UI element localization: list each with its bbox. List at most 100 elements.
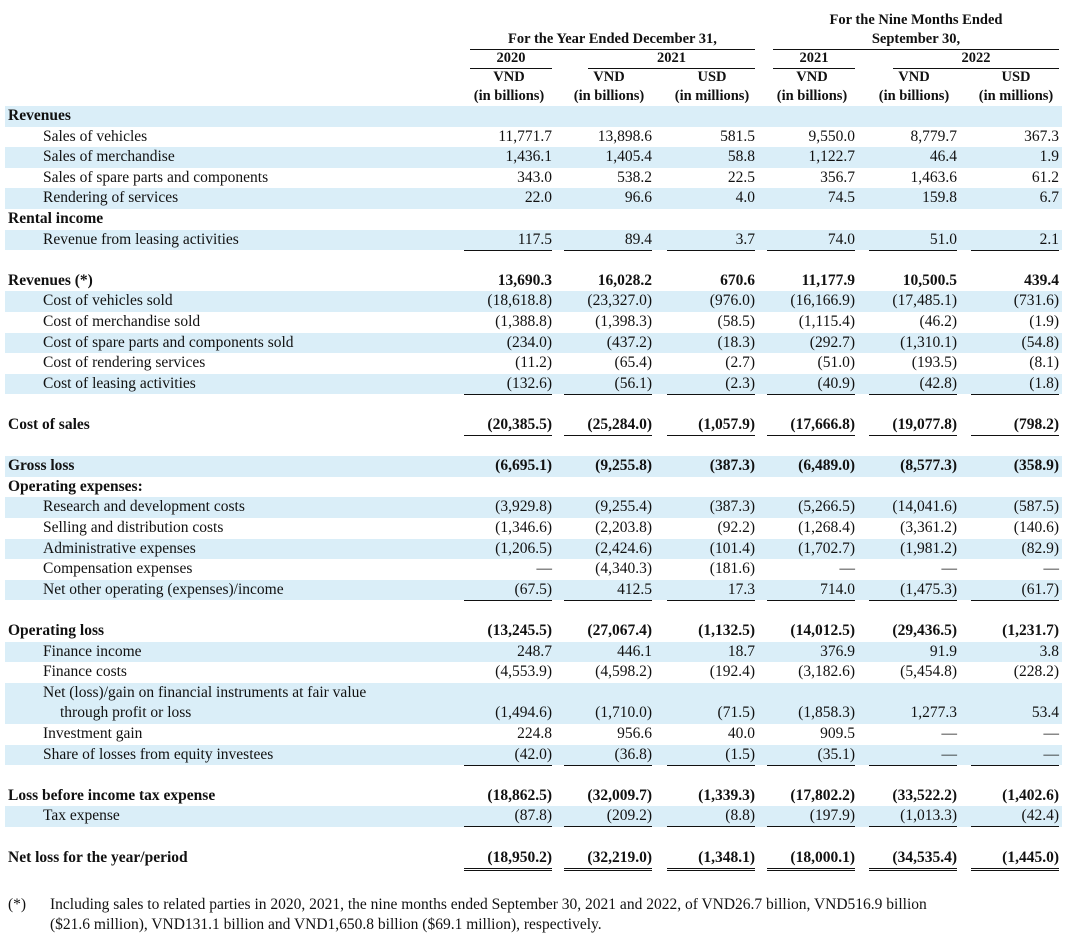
row-value: (17,485.1)	[892, 292, 957, 310]
row-value: (292.7)	[809, 333, 855, 351]
row-value: (1,013.3)	[869, 806, 957, 828]
row-label: Loss before income tax expense	[8, 786, 216, 804]
row-value: (1,057.9)	[667, 415, 755, 436]
row-value: (798.2)	[971, 415, 1059, 436]
row-value: (56.1)	[564, 374, 652, 395]
row-value: (8.8)	[667, 806, 755, 828]
row-value: 159.8	[922, 189, 957, 207]
row-value: (1,710.0)	[595, 704, 652, 722]
row-value: (1,346.6)	[495, 519, 552, 536]
column-unit: (in billions)	[573, 88, 645, 104]
row-value: 18.7	[727, 642, 755, 660]
row-shade	[5, 188, 1062, 209]
row-value: 96.6	[624, 189, 652, 207]
row-value: (32,219.0)	[564, 848, 652, 871]
column-currency: USD	[1001, 69, 1031, 85]
row-value: 1.9	[1039, 148, 1059, 166]
row-value: 117.5	[464, 230, 552, 251]
row-value: (1,402.6)	[1002, 786, 1059, 804]
row-value: (27,067.4)	[587, 622, 652, 639]
row-value: (18.3)	[717, 333, 755, 351]
row-value: (228.2)	[1013, 663, 1059, 681]
column-unit: (in billions)	[776, 88, 848, 104]
row-value: (35.1)	[767, 745, 855, 766]
row-value: (140.6)	[1013, 519, 1059, 536]
row-value: 670.6	[720, 271, 755, 289]
row-value: (193.5)	[911, 354, 957, 372]
row-value: (2.3)	[667, 374, 755, 395]
row-label: Sales of merchandise	[43, 148, 175, 166]
row-value: 6.7	[1039, 189, 1059, 207]
row-value: (358.9)	[1013, 457, 1059, 475]
row-label: Cost of sales	[8, 416, 90, 433]
row-value: (197.9)	[767, 806, 855, 828]
row-value: (42.0)	[464, 745, 552, 766]
row-value: (18,618.8)	[487, 292, 552, 310]
row-value: (18,862.5)	[487, 786, 552, 804]
row-value: (192.4)	[709, 663, 755, 681]
row-value: (11.2)	[515, 354, 552, 372]
year-header: 2020	[470, 48, 552, 69]
row-shade	[5, 579, 1062, 601]
row-value: (67.5)	[464, 580, 552, 601]
row-shade	[5, 147, 1062, 168]
column-currency: VND	[593, 69, 625, 85]
row-value: (1,132.5)	[698, 622, 755, 639]
row-value: (1,494.6)	[495, 704, 552, 722]
row-value: 13,898.6	[597, 127, 652, 145]
row-value: (2,203.8)	[595, 519, 652, 536]
row-value: (4,598.2)	[595, 663, 652, 681]
row-shade	[5, 497, 1062, 518]
row-value: (87.8)	[464, 806, 552, 828]
row-label: Research and development costs	[43, 498, 245, 516]
row-value: (5,266.5)	[798, 498, 855, 516]
row-shade	[5, 682, 1062, 724]
row-value: (1,310.1)	[900, 333, 957, 351]
row-label: Administrative expenses	[43, 539, 196, 557]
row-value: (36.8)	[564, 745, 652, 766]
row-value: (34,535.4)	[869, 848, 957, 871]
row-value: (92.2)	[717, 519, 755, 536]
row-value: —	[971, 745, 1059, 766]
row-value: 40.0	[727, 725, 755, 742]
row-value: 2.1	[971, 230, 1059, 251]
row-label: Share of losses from equity investees	[43, 745, 274, 763]
row-value: (16,166.9)	[790, 292, 855, 310]
row-value: (42.8)	[869, 374, 957, 395]
row-label: Rental income	[8, 210, 104, 227]
row-label: Selling and distribution costs	[43, 519, 224, 536]
row-value: (1,702.7)	[798, 539, 855, 557]
row-value: (1,475.3)	[869, 580, 957, 601]
column-unit: (in billions)	[473, 88, 545, 104]
row-value: (3,361.2)	[900, 519, 957, 536]
row-value: (1,445.0)	[971, 848, 1059, 871]
row-value: (9,255.4)	[595, 498, 652, 516]
row-value: 22.0	[524, 189, 552, 207]
column-currency: VND	[493, 69, 525, 85]
row-value: —	[1043, 725, 1060, 742]
row-value: (3,182.6)	[798, 663, 855, 681]
row-value: 1,436.1	[505, 148, 553, 166]
row-label: Gross loss	[8, 457, 75, 475]
row-value: (32,009.7)	[587, 786, 652, 804]
row-value: (14,012.5)	[790, 622, 855, 639]
row-label: Cost of spare parts and components sold	[43, 333, 294, 351]
column-unit: (in millions)	[674, 88, 750, 104]
row-value: 1,122.7	[808, 148, 856, 166]
row-label: Cost of vehicles sold	[43, 292, 173, 310]
row-value: (82.9)	[1021, 539, 1059, 557]
row-value: 356.7	[820, 168, 855, 186]
row-label: Net (loss)/gain on financial instruments…	[43, 683, 367, 701]
row-label: Revenues (*)	[8, 271, 93, 289]
row-shade	[5, 332, 1062, 354]
row-value: 1,277.3	[910, 704, 958, 722]
row-value: (17,802.2)	[790, 786, 855, 804]
row-value: (61.7)	[971, 580, 1059, 601]
year-header: 2021	[773, 48, 855, 69]
row-value: 51.0	[869, 230, 957, 251]
column-currency: VND	[796, 69, 828, 85]
row-value: (14,041.6)	[892, 498, 957, 516]
row-shade	[5, 106, 1062, 127]
row-value: (1.5)	[667, 745, 755, 766]
